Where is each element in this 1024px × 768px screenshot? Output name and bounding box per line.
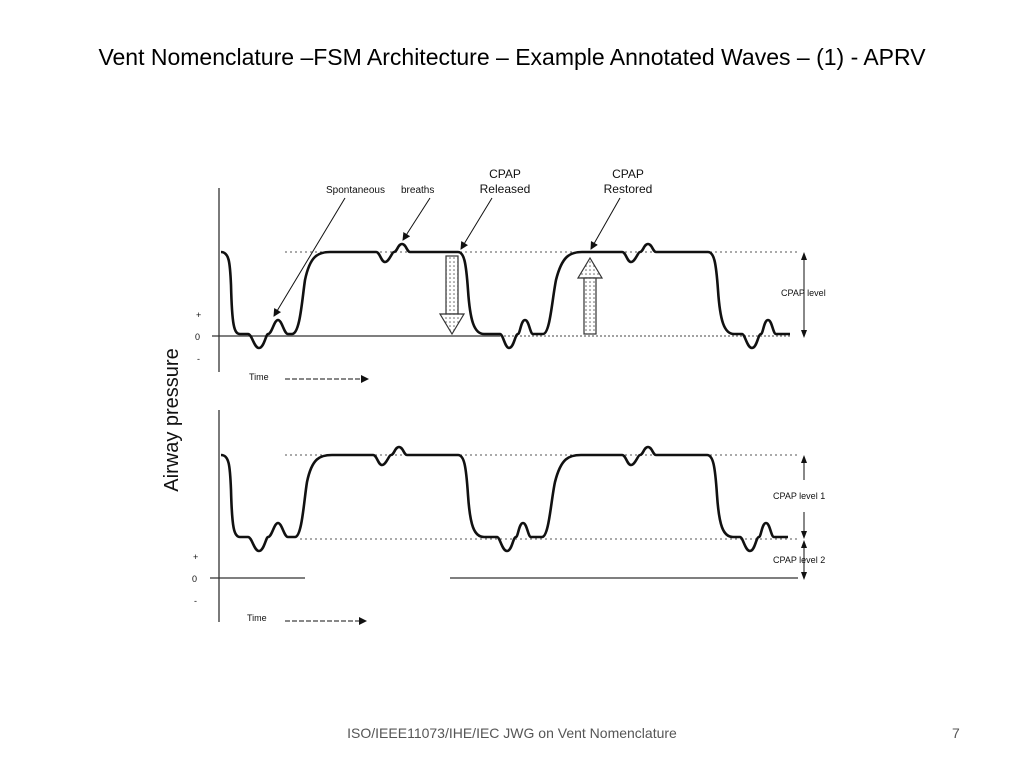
y-axis-label: Airway pressure — [161, 348, 183, 491]
slide-footer: ISO/IEEE11073/IHE/IEC JWG on Vent Nomenc… — [347, 725, 677, 741]
top-panel: + 0 - Spontaneous breaths CPAP Released … — [195, 167, 826, 383]
bottom-plus-tick: + — [193, 552, 198, 562]
bottom-cpap-level2-label: CPAP level 2 — [773, 555, 825, 565]
leader-restored — [590, 197, 621, 250]
bottom-pressure-waveform — [220, 445, 788, 553]
bottom-minus-tick: - — [194, 596, 197, 606]
leader-breaths — [402, 197, 431, 241]
annotation-cpap-released-1: CPAP — [489, 167, 521, 181]
bottom-cpap-level1-label: CPAP level 1 — [773, 491, 825, 501]
slide-title: Vent Nomenclature –FSM Architecture – Ex… — [98, 44, 926, 70]
top-plus-tick: + — [196, 310, 201, 320]
annotation-cpap-restored-1: CPAP — [612, 167, 644, 181]
cpap-restored-arrow — [576, 256, 604, 335]
annotation-spontaneous: Spontaneous — [326, 185, 385, 196]
annotation-breaths: breaths — [401, 185, 434, 196]
leader-spontaneous — [273, 197, 346, 317]
top-cpap-dim-arrow-top — [801, 252, 807, 260]
annotation-cpap-restored-2: Restored — [604, 182, 653, 196]
bottom-panel: + 0 - Time CPAP level 1 CPAP level 2 — [192, 410, 825, 625]
top-cpap-dim-arrow-bottom — [801, 330, 807, 338]
top-time-label: Time — [249, 372, 269, 382]
leader-released — [460, 197, 493, 250]
bottom-zero-tick: 0 — [192, 574, 197, 584]
top-cpap-level-label: CPAP level — [781, 288, 826, 298]
top-zero-tick: 0 — [195, 332, 200, 342]
page-number: 7 — [952, 725, 960, 741]
bottom-level1-arrow-top — [801, 455, 807, 463]
annotation-cpap-released-2: Released — [480, 182, 531, 196]
bottom-level2-arrow-bottom — [801, 572, 807, 580]
cpap-released-arrow — [438, 255, 466, 336]
bottom-time-label: Time — [247, 613, 267, 623]
top-pressure-waveform — [220, 242, 790, 350]
bottom-level1-arrow-bottom — [801, 531, 807, 539]
top-minus-tick: - — [197, 354, 200, 364]
